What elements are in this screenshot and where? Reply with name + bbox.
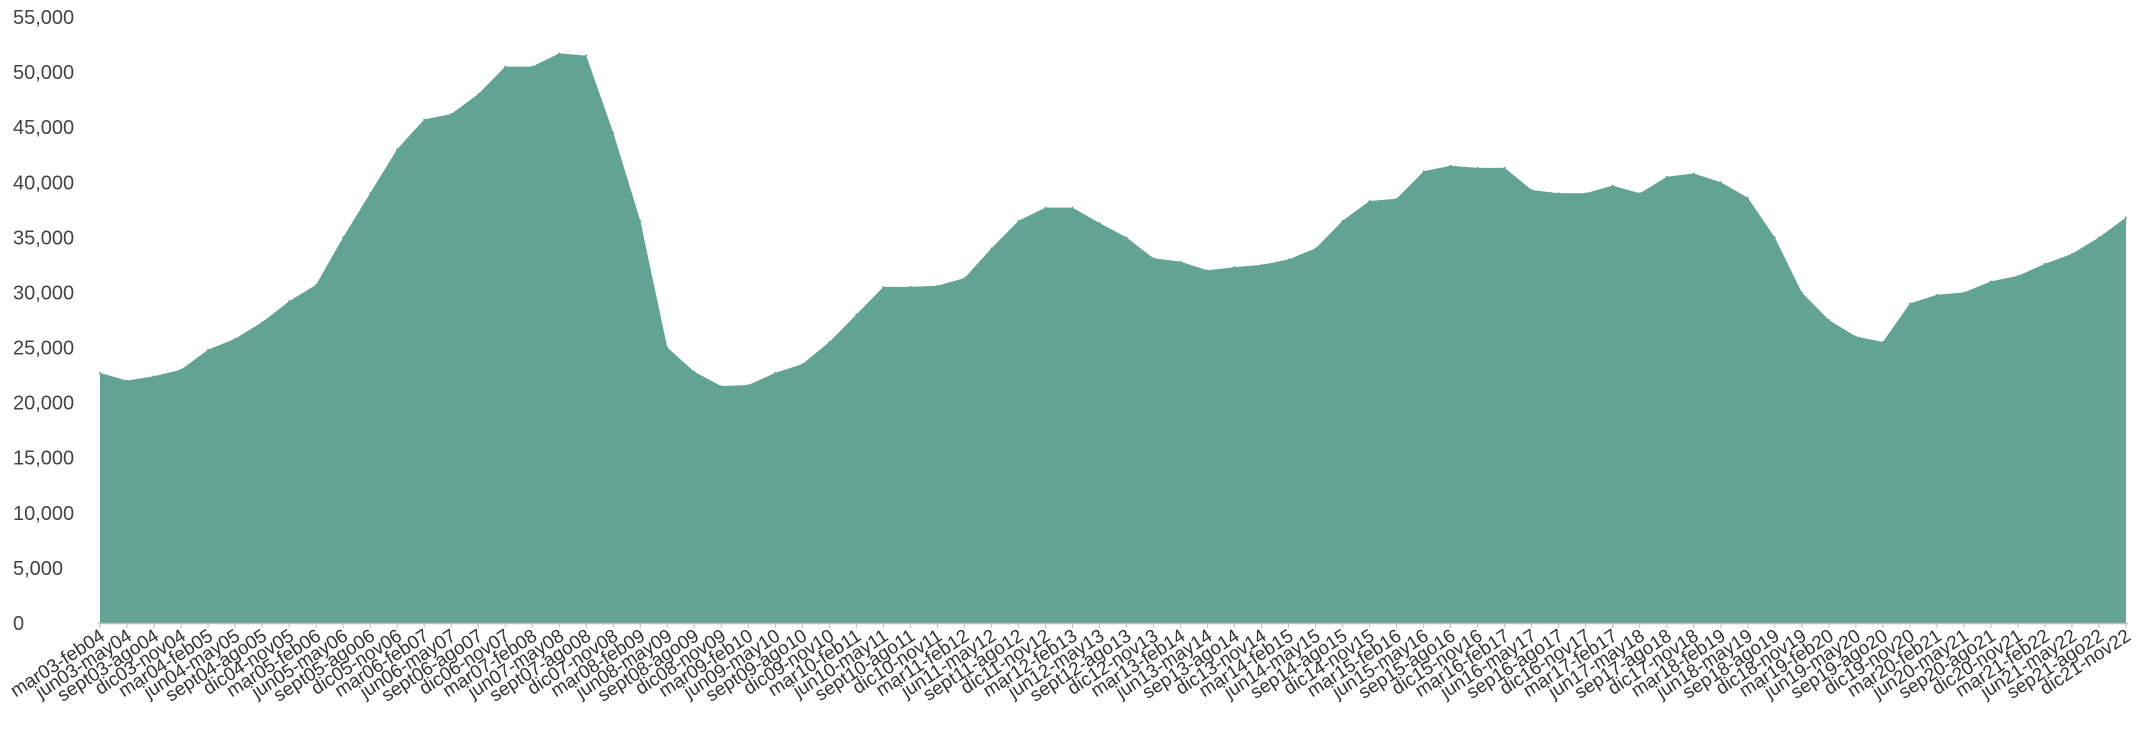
data-point (1746, 196, 1749, 199)
data-point (153, 375, 155, 378)
data-point (1611, 184, 1614, 187)
data-point (1044, 206, 1047, 209)
data-point (774, 371, 777, 374)
y-tick-label: 10,000 (13, 503, 74, 525)
data-point (1935, 293, 1938, 296)
y-tick-label: 0 (13, 613, 24, 635)
y-tick-label: 25,000 (13, 338, 74, 360)
data-point (882, 285, 885, 288)
data-point (828, 341, 831, 343)
data-point (1179, 260, 1182, 263)
data-point (936, 284, 939, 287)
data-point (2098, 236, 2100, 239)
data-point (1800, 291, 1803, 294)
data-point (693, 370, 696, 373)
data-point (1584, 192, 1587, 195)
data-point (1206, 269, 1209, 272)
data-point (1476, 166, 1479, 169)
data-point (909, 285, 912, 288)
data-point (261, 321, 264, 324)
data-point (1503, 166, 1506, 169)
data-point (2125, 216, 2127, 219)
data-point (1395, 197, 1398, 200)
data-point (450, 113, 453, 115)
y-tick-label: 30,000 (13, 282, 74, 304)
data-point (1989, 280, 1992, 283)
data-point (1422, 170, 1425, 173)
data-point (666, 346, 669, 349)
data-point (1017, 219, 1020, 222)
data-point (963, 277, 966, 280)
data-point (1854, 335, 1857, 338)
data-point (1881, 341, 1884, 343)
data-point (1125, 236, 1128, 239)
data-point (1530, 189, 1533, 191)
data-point (1827, 319, 1830, 321)
y-tick-label: 50,000 (13, 62, 74, 84)
series-area (100, 53, 2126, 623)
data-point (1341, 219, 1344, 222)
data-point (747, 384, 750, 386)
data-point (1665, 175, 1668, 178)
data-point (558, 52, 561, 55)
data-point (1368, 200, 1371, 202)
data-point (990, 247, 993, 250)
data-point (1557, 192, 1560, 195)
data-point (1071, 206, 1074, 209)
data-point (180, 368, 182, 371)
y-tick-label: 15,000 (13, 448, 74, 470)
data-point (585, 54, 588, 57)
data-point (99, 371, 101, 374)
data-point (126, 379, 128, 382)
data-point (1152, 257, 1155, 260)
data-point (1908, 302, 1911, 305)
data-point (1719, 181, 1722, 184)
y-tick-label: 40,000 (13, 172, 74, 194)
data-point (396, 148, 399, 151)
data-point (1233, 266, 1236, 269)
y-tick-label: 20,000 (13, 393, 74, 415)
data-point (639, 219, 642, 222)
plot-area (99, 52, 2127, 623)
data-point (531, 65, 534, 68)
y-tick-label: 55,000 (13, 7, 74, 29)
data-point (369, 192, 372, 195)
data-point (504, 65, 507, 68)
data-point (315, 283, 318, 286)
data-point (1098, 222, 1101, 224)
data-point (2044, 262, 2046, 265)
data-point (801, 363, 804, 366)
data-point (1692, 172, 1695, 175)
data-point (1773, 236, 1776, 239)
data-point (855, 313, 858, 316)
data-point (477, 93, 480, 96)
data-point (234, 337, 237, 340)
data-point (1287, 258, 1290, 261)
data-point (1260, 263, 1263, 266)
x-axis: mar03-feb04jun03-may04sept03-ago04dic03-… (7, 622, 2135, 706)
data-point (2016, 274, 2019, 277)
data-point (1962, 291, 1965, 294)
data-point (1449, 164, 1452, 167)
y-axis: 0 5,000 10,000 15,000 20,000 25,000 30,000 35,0… (13, 7, 74, 635)
data-point (1638, 192, 1641, 195)
data-point (342, 236, 345, 239)
data-point (1314, 247, 1317, 250)
data-point (423, 118, 426, 121)
data-point (720, 385, 723, 388)
data-point (612, 131, 615, 134)
y-tick-label: 35,000 (13, 227, 74, 249)
data-point (288, 300, 291, 303)
y-tick-label: 5,000 (13, 558, 63, 580)
data-point (207, 348, 210, 351)
y-tick-label: 45,000 (13, 117, 74, 139)
data-point (2071, 252, 2073, 255)
